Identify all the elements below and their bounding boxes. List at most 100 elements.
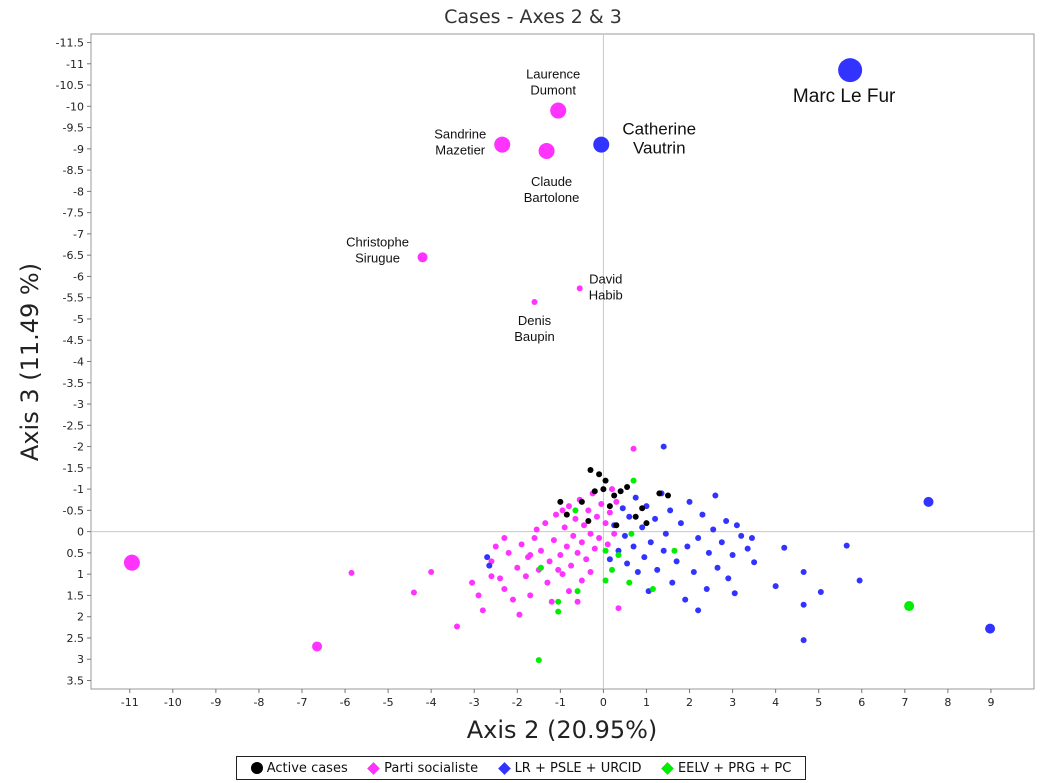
point-label: Habib (589, 287, 623, 302)
data-point (555, 608, 562, 615)
data-point (923, 496, 934, 507)
point-label: Christophe (346, 234, 409, 249)
data-point (591, 545, 598, 552)
x-tick-label: 7 (901, 696, 908, 709)
data-point (550, 537, 557, 544)
data-point (484, 554, 491, 561)
data-point (654, 566, 661, 573)
data-point (492, 543, 499, 550)
data-point (587, 530, 594, 537)
data-point (475, 592, 482, 599)
labeled-data-point (838, 58, 863, 83)
data-point (488, 573, 495, 580)
data-point (574, 598, 581, 605)
data-point (660, 547, 667, 554)
y-tick-label: -9 (73, 143, 84, 156)
data-point (639, 505, 646, 512)
legend-item-active-cases: Active cases (250, 760, 348, 776)
data-point (630, 445, 637, 452)
data-point (585, 517, 592, 524)
data-point (673, 558, 680, 565)
x-axis: -11 -10 -9 -8 -7 -6 -5 -4 -3 -2 -1 0 1 2 3 4 5 6 7 8 9 (121, 689, 994, 709)
data-point (505, 549, 512, 556)
data-point (561, 524, 568, 531)
data-point (469, 579, 476, 586)
y-tick-label: 1 (77, 568, 84, 581)
legend-label: Active cases (266, 760, 348, 776)
data-point (587, 466, 594, 473)
data-point (527, 552, 534, 559)
legend-diamond-icon (367, 761, 381, 775)
data-point (630, 543, 637, 550)
data-point (686, 498, 693, 505)
data-point (751, 559, 758, 566)
legend-item-lr-psle-urcid: LR + PSLE + URCID (497, 761, 642, 776)
data-point (570, 532, 577, 539)
legend-diamond-icon (661, 761, 674, 775)
data-point (843, 542, 850, 549)
data-point (705, 549, 712, 556)
data-point (630, 477, 637, 484)
data-point (535, 657, 542, 664)
data-point (527, 592, 534, 599)
data-point (632, 513, 639, 520)
y-tick-label: -5 (73, 313, 84, 326)
x-tick-label: -2 (512, 696, 523, 709)
data-point (572, 507, 579, 514)
data-point (518, 541, 525, 548)
data-point (684, 543, 691, 550)
x-tick-label: 4 (772, 696, 779, 709)
data-point (348, 569, 355, 576)
x-tick-label: -3 (469, 696, 480, 709)
data-point (606, 503, 613, 510)
data-point (600, 486, 607, 493)
y-tick-label: -4 (73, 356, 84, 369)
data-point (312, 641, 323, 652)
data-point (602, 520, 609, 527)
y-tick-label: -0.5 (63, 504, 84, 517)
data-point (609, 486, 616, 493)
y-tick-label: 3.5 (67, 674, 85, 687)
data-point (514, 564, 521, 571)
x-tick-label: 8 (944, 696, 951, 709)
data-point (671, 547, 678, 554)
data-point (563, 511, 570, 518)
data-point (557, 498, 564, 505)
data-point (574, 588, 581, 595)
data-point (537, 547, 544, 554)
data-point (800, 569, 807, 576)
legend-label: Parti socialiste (384, 760, 479, 776)
point-label: Dumont (530, 83, 576, 98)
point-label: David (589, 271, 622, 286)
x-tick-label: -9 (210, 696, 221, 709)
x-tick-label: 9 (987, 696, 994, 709)
data-point (565, 588, 572, 595)
data-point (677, 520, 684, 527)
data-point (690, 569, 697, 576)
legend-item-parti-socialiste: Parti socialiste (367, 761, 478, 776)
data-point (664, 492, 671, 499)
data-point (699, 511, 706, 518)
point-label: Marc Le Fur (793, 86, 896, 107)
y-tick-label: 1.5 (67, 589, 85, 602)
data-point (615, 547, 622, 554)
data-point (585, 507, 592, 514)
data-point (501, 535, 508, 542)
y-tick-label: -3 (73, 398, 84, 411)
data-point (800, 601, 807, 608)
data-points (123, 58, 996, 664)
data-point (606, 509, 613, 516)
data-point (537, 564, 544, 571)
data-point (626, 513, 633, 520)
y-tick-label: -8.5 (63, 164, 84, 177)
data-point (611, 492, 618, 499)
data-point (748, 535, 755, 542)
data-point (533, 526, 540, 533)
data-point (639, 524, 646, 531)
labeled-data-point (538, 142, 555, 159)
data-point (542, 520, 549, 527)
data-point (613, 522, 620, 529)
x-tick-label: -4 (426, 696, 437, 709)
y-tick-label: -4.5 (63, 334, 84, 347)
data-point (634, 569, 641, 576)
